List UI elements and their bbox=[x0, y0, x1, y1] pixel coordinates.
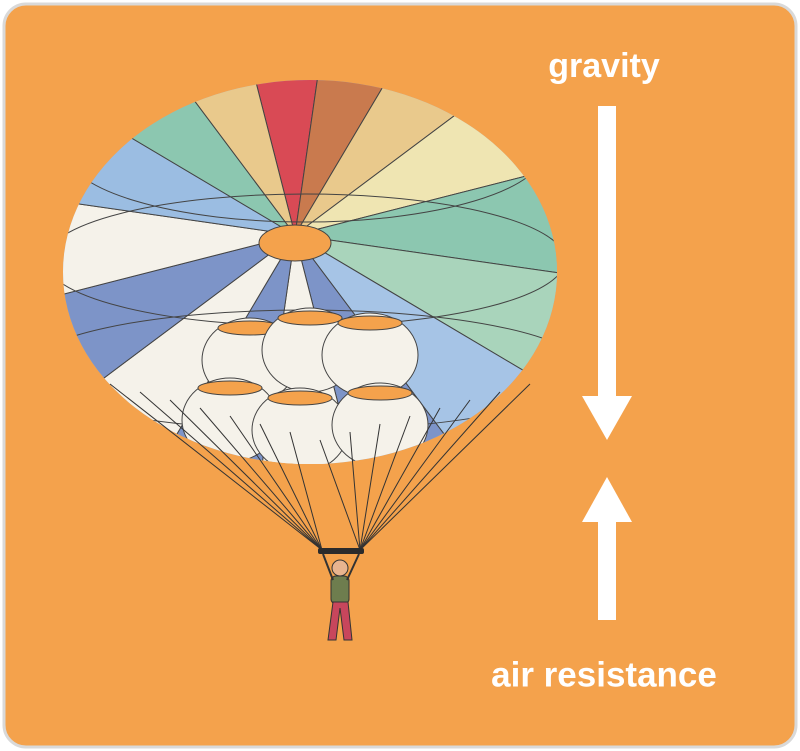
canopy-vent bbox=[348, 386, 412, 400]
diagram: gravity air resistance bbox=[0, 0, 800, 751]
canopy-vent bbox=[198, 381, 262, 395]
canopy-vent bbox=[268, 391, 332, 405]
air-resistance-label: air resistance bbox=[491, 655, 717, 694]
canopy-apex bbox=[259, 225, 331, 261]
canopy-vent bbox=[338, 316, 402, 330]
canopy-vent bbox=[278, 311, 342, 325]
gravity-label: gravity bbox=[548, 47, 660, 85]
